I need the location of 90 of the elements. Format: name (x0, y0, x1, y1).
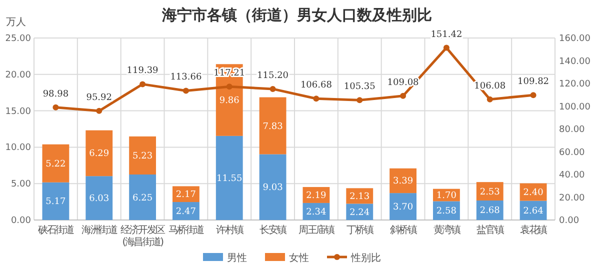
y2-tick-label: 80.00 (559, 125, 586, 135)
y-tick-label: 5.00 (10, 180, 32, 190)
y-tick-label: 25.00 (5, 34, 32, 44)
y-tick-label: 10.00 (5, 143, 32, 154)
data-label: 1.70 (436, 191, 457, 202)
point (356, 97, 363, 104)
point (313, 96, 320, 102)
data-label: 2.34 (306, 207, 326, 218)
bar (390, 193, 416, 220)
data-label: 2.13 (350, 192, 370, 202)
y2-tick-label: 60.00 (559, 148, 586, 158)
data-label: 2.24 (350, 208, 370, 218)
data-label: 113.66 (170, 72, 202, 83)
data-label: 5.22 (46, 159, 66, 170)
data-label: 109.82 (518, 77, 550, 88)
data-label: 105.35 (344, 82, 376, 92)
point (96, 108, 102, 114)
data-label: 7.83 (262, 122, 284, 132)
bar (259, 97, 286, 154)
data-label: 11.55 (216, 174, 243, 184)
data-label: 6.25 (132, 193, 153, 204)
point (226, 84, 232, 90)
bar (216, 136, 243, 220)
legend-label: 性别比 (350, 252, 381, 264)
data-label: 3.70 (393, 202, 414, 213)
data-label: 151.42 (430, 30, 462, 40)
x-tick-label: 斜桥镇 (390, 224, 418, 236)
data-label: 2.68 (480, 206, 500, 216)
bar (390, 168, 416, 194)
point (443, 44, 450, 51)
y2-tick-label: 140.00 (559, 56, 591, 67)
data-label: 5.17 (46, 197, 66, 208)
x-tick-label: 黄湾镇 (433, 224, 461, 236)
data-label: 2.19 (306, 190, 326, 201)
point (140, 81, 146, 88)
point (52, 104, 59, 110)
y2-tick-label: 120.00 (559, 80, 591, 90)
y2-tick-label: 20.00 (559, 193, 586, 204)
legend-label: 男性 (227, 252, 247, 264)
data-label: 115.20 (257, 70, 289, 81)
x-tick-label: 经济开发区 (海昌街道) (120, 224, 166, 248)
data-label: 119.39 (126, 66, 159, 76)
chart-title: 海宁市各镇（街道）男女人口数及性别比 (161, 6, 432, 24)
bar (259, 154, 286, 220)
point (400, 92, 406, 99)
data-label: 2.17 (176, 190, 196, 200)
x-tick-label: 袁花镇 (520, 224, 548, 236)
bar (86, 130, 113, 176)
data-label: 98.98 (42, 89, 69, 100)
x-tick-label: 长安镇 (260, 224, 288, 236)
x-tick-label: 许村镇 (216, 224, 244, 236)
data-label: 2.40 (523, 188, 544, 198)
bar (129, 136, 156, 174)
data-label: 95.92 (86, 92, 112, 103)
data-label: 2.47 (176, 207, 196, 218)
y-tick-label: 20.00 (5, 70, 32, 80)
bar (42, 144, 70, 182)
y2-tick-label: 100.00 (559, 102, 591, 112)
y-tick-label: 15.00 (5, 106, 32, 117)
x-tick-label: 周王庙镇 (298, 224, 336, 236)
y2-tick-label: 40.00 (559, 170, 586, 180)
bar (172, 186, 200, 202)
x-tick-label: 盐官镇 (476, 224, 504, 236)
x-tick-label: 海洲街道 (82, 224, 118, 236)
data-label: 9.86 (219, 96, 240, 106)
y-axis-title: 万人 (6, 17, 26, 28)
data-label: 5.23 (132, 151, 153, 162)
data-label: 9.03 (262, 183, 284, 194)
y2-tick-label: 0.00 (559, 216, 580, 226)
x-tick-label: 硖石街道 (37, 224, 75, 236)
data-label: 2.64 (523, 206, 544, 216)
bar (86, 176, 113, 220)
data-label: 6.03 (89, 194, 110, 204)
bar (42, 182, 70, 220)
data-label: 106.68 (300, 80, 332, 91)
x-tick-label: 马桥街道 (168, 224, 205, 236)
x-tick-label: 丁桥镇 (346, 224, 374, 236)
y-tick-label: 0.00 (10, 216, 32, 226)
bar (172, 202, 200, 220)
point (530, 92, 536, 98)
point (182, 88, 189, 94)
legend-label: 女性 (289, 252, 309, 264)
data-label: 2.53 (480, 187, 500, 198)
bar (129, 174, 156, 220)
point (270, 86, 276, 92)
data-label: 3.39 (393, 176, 414, 187)
y2-tick-label: 160.00 (559, 34, 591, 44)
data-label: 6.29 (89, 149, 110, 160)
data-label: 2.58 (436, 206, 457, 217)
point (486, 96, 493, 102)
